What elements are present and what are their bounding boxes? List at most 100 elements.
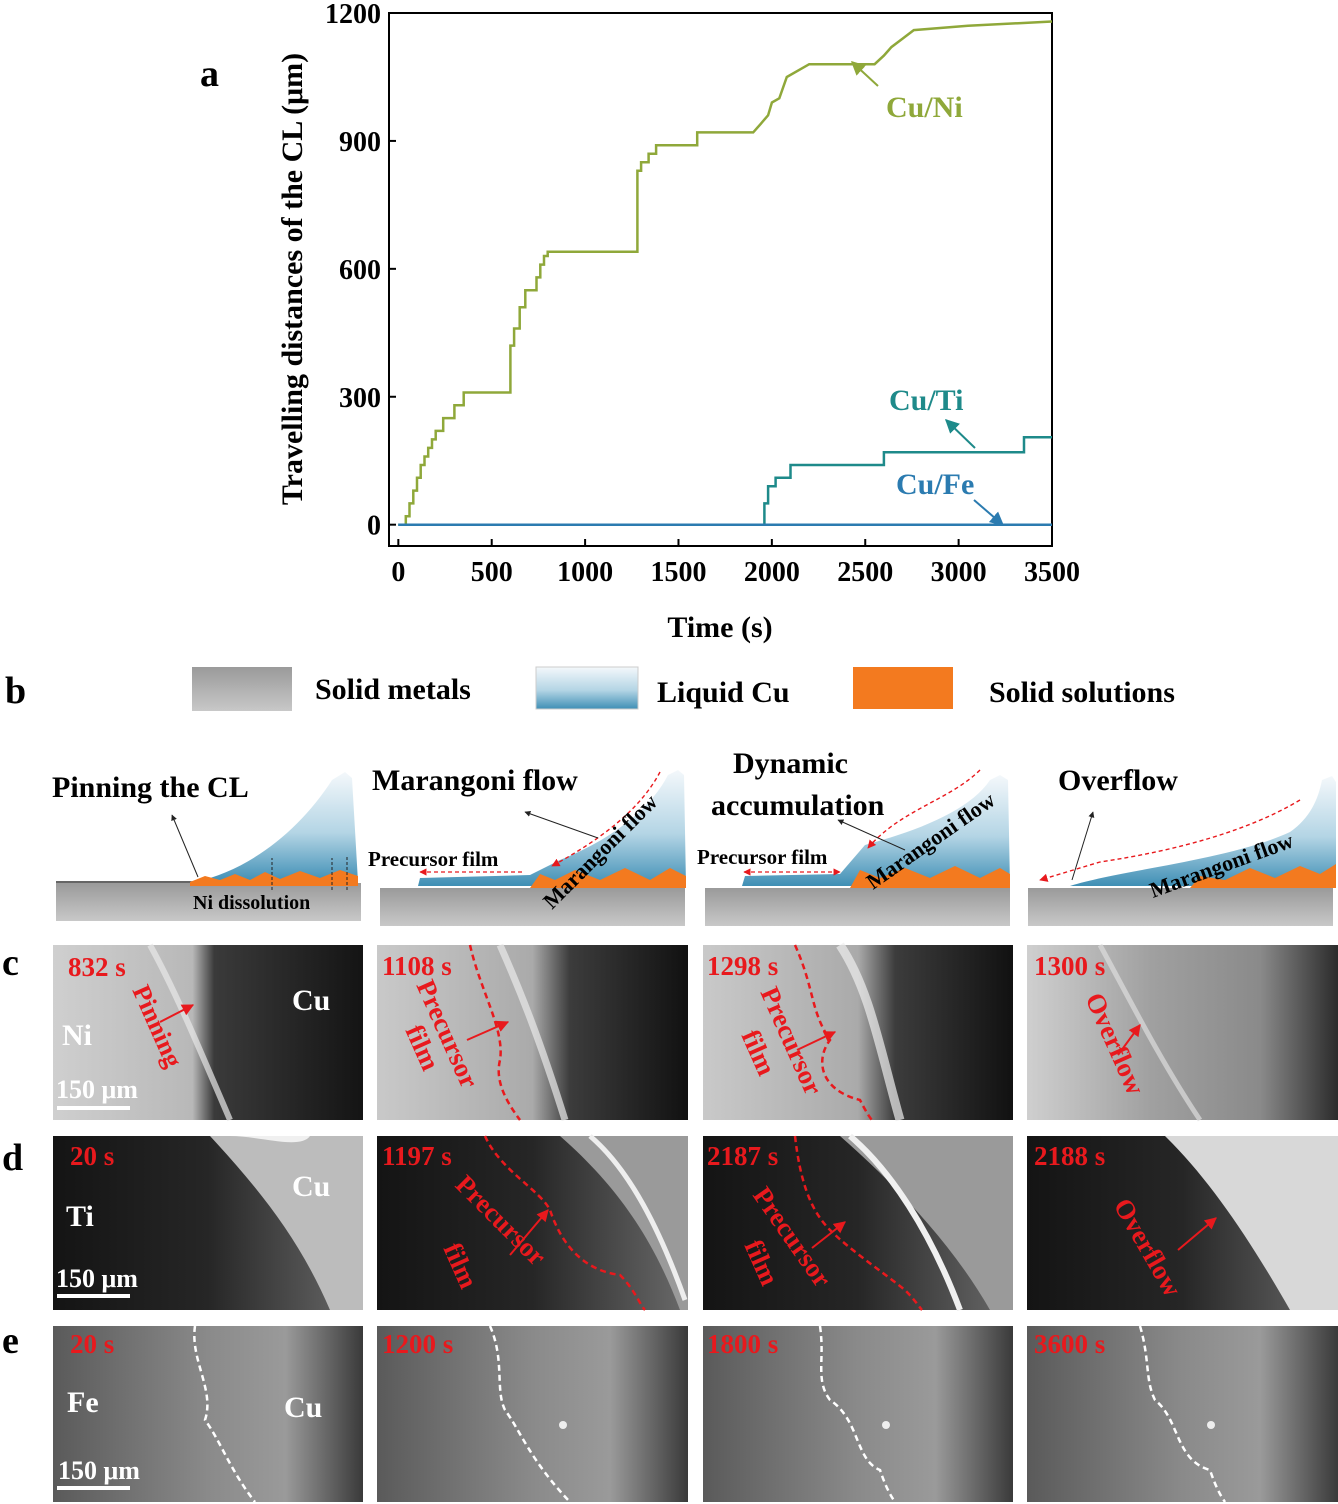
legend-label-solid-metals: Solid metals <box>315 673 471 706</box>
series-line-cu-ni <box>398 20 1053 526</box>
precursor-arrow <box>509 1209 549 1256</box>
time-label: 1300 s <box>1034 951 1105 981</box>
micrograph-ni-2: 1108 s Precursor film <box>377 943 688 1122</box>
x-tick-label: 1500 <box>650 557 706 588</box>
pinning-arrow <box>159 1004 195 1023</box>
liquid-cu <box>1070 776 1336 886</box>
legend-swatch-solid-metals <box>192 667 292 711</box>
panel-letter-a: a <box>200 53 219 95</box>
y-tick-label: 900 <box>339 127 381 158</box>
liquid-label: Cu <box>292 984 330 1017</box>
solid-substrate <box>705 888 1010 926</box>
micrograph-ti-2: 1197 s Precursor film <box>377 1134 688 1311</box>
time-label: 20 s <box>70 1329 114 1359</box>
x-tick-label: 500 <box>471 557 513 588</box>
interface-boundary <box>488 1325 571 1503</box>
marangoni-arrow <box>551 771 661 867</box>
panel-letter-e: e <box>2 1320 19 1362</box>
precursor-boundary <box>468 944 522 1121</box>
annotation-cu-ti: Cu/Ti <box>889 384 964 417</box>
time-label: 1800 s <box>707 1329 778 1359</box>
micrograph-ti-1: 20 s Cu Ti 150 μm <box>53 1136 363 1310</box>
time-label: 1197 s <box>382 1141 452 1171</box>
annotation-cu-fe-arrow <box>973 499 1005 526</box>
time-label: 832 s <box>68 952 126 982</box>
time-label: 20 s <box>70 1141 114 1171</box>
micrograph-fe-2: 1200 s <box>377 1325 688 1503</box>
substrate-label: Fe <box>67 1386 99 1419</box>
pinning-arrow <box>171 814 199 878</box>
scale-bar-label: 150 μm <box>56 1075 138 1104</box>
scale-bar-label: 150 μm <box>58 1456 140 1485</box>
solid-solution-layer <box>1190 864 1336 888</box>
panel-letter-b: b <box>5 670 26 712</box>
schematic-title-accumulation: accumulation <box>711 789 885 822</box>
schematic-title-marangoni: Marangoni flow <box>372 764 578 797</box>
y-axis-label: Travelling distances of the CL (μm) <box>276 53 309 505</box>
time-label: 2187 s <box>707 1141 778 1171</box>
legend-label-solid-solutions: Solid solutions <box>989 676 1175 709</box>
x-tick-label: 2500 <box>837 557 893 588</box>
marangoni-arrow <box>867 769 981 849</box>
precursor-arrow <box>811 1221 846 1249</box>
substrate-label: Ti <box>66 1200 94 1233</box>
legend-swatch-solid-solutions <box>853 667 953 709</box>
series-lines <box>398 20 1053 526</box>
solid-solution-layer <box>530 868 686 888</box>
interface-boundary <box>193 1325 256 1503</box>
solid-substrate <box>56 883 361 921</box>
annotation-cu-ni: Cu/Ni <box>886 91 963 124</box>
plot-frame <box>388 12 1053 547</box>
schematic-title-overflow: Overflow <box>1058 764 1178 797</box>
micrograph-ni-1: 832 s Cu Ni Pinning 150 μm <box>53 943 363 1122</box>
liquid-cu <box>195 772 358 882</box>
annotation-cu-ti-arrow <box>944 419 976 449</box>
overflow-arrow <box>1117 1024 1141 1056</box>
substrate-label: Ni <box>62 1019 92 1052</box>
solid-substrate <box>1028 888 1333 926</box>
x-axis-ticks: 0 500 1000 1500 2000 2500 3000 3500 <box>391 539 1080 588</box>
label-precursor-film: Precursor film <box>368 847 499 871</box>
series-line-cu-ti <box>398 436 1052 526</box>
x-tick-label: 3500 <box>1024 557 1080 588</box>
y-tick-label: 300 <box>339 383 381 414</box>
y-tick-label: 0 <box>367 511 381 542</box>
time-label: 2188 s <box>1034 1141 1105 1171</box>
title-pointer <box>837 819 906 851</box>
label-precursor-film: Precursor film <box>697 845 828 869</box>
y-axis-ticks: 0 300 600 900 1200 <box>325 0 396 542</box>
time-label: 1108 s <box>382 951 452 981</box>
schematic-title-dynamic: Dynamic <box>733 747 848 780</box>
precursor-boundary <box>483 1135 646 1311</box>
annotation-cu-fe: Cu/Fe <box>896 468 974 501</box>
line-chart: 0 500 1000 1500 2000 2500 3000 3500 0 300 600 900 1… <box>276 0 1080 644</box>
legend-label-liquid-cu: Liquid Cu <box>657 676 790 709</box>
precursor-boundary <box>793 1135 923 1311</box>
x-tick-label: 3000 <box>931 557 987 588</box>
interface-boundary <box>818 1325 897 1503</box>
schematic-overflow: Overflow Marangoni flow <box>1028 764 1336 926</box>
micrograph-ni-3: 1298 s Precursor film <box>703 942 1013 1122</box>
x-tick-label: 2000 <box>744 557 800 588</box>
annotation-cu-ni-arrow <box>850 61 879 87</box>
solid-solution-layer <box>190 870 358 886</box>
micrograph-row-ni: 832 s Cu Ni Pinning 150 μm 1108 s Precur… <box>53 942 1338 1122</box>
legend: Solid metals Liquid Cu Solid solutions <box>192 666 1175 711</box>
liquid-label: Cu <box>284 1391 322 1424</box>
liquid-cu <box>418 770 686 886</box>
precursor-boundary <box>793 944 873 1121</box>
micrograph-fe-1: 20 s Cu Fe 150 μm <box>53 1325 363 1503</box>
solid-solution-layer <box>850 866 1010 888</box>
x-tick-label: 1000 <box>557 557 613 588</box>
micrograph-row-fe: 20 s Cu Fe 150 μm 1200 s 1800 s 3600 s <box>53 1325 1338 1503</box>
interface-boundary <box>1138 1325 1227 1503</box>
precursor-arrow <box>466 1020 510 1041</box>
title-pointer <box>524 810 599 839</box>
micrograph-ti-4: 2188 s Overflow <box>1027 1136 1338 1310</box>
time-label: 1200 s <box>382 1329 453 1359</box>
schematic-title-pinning: Pinning the CL <box>52 771 249 804</box>
label-ni-dissolution: Ni dissolution <box>193 892 310 914</box>
overflow-arrow <box>1177 1217 1217 1251</box>
scale-bar-label: 150 μm <box>56 1264 138 1293</box>
